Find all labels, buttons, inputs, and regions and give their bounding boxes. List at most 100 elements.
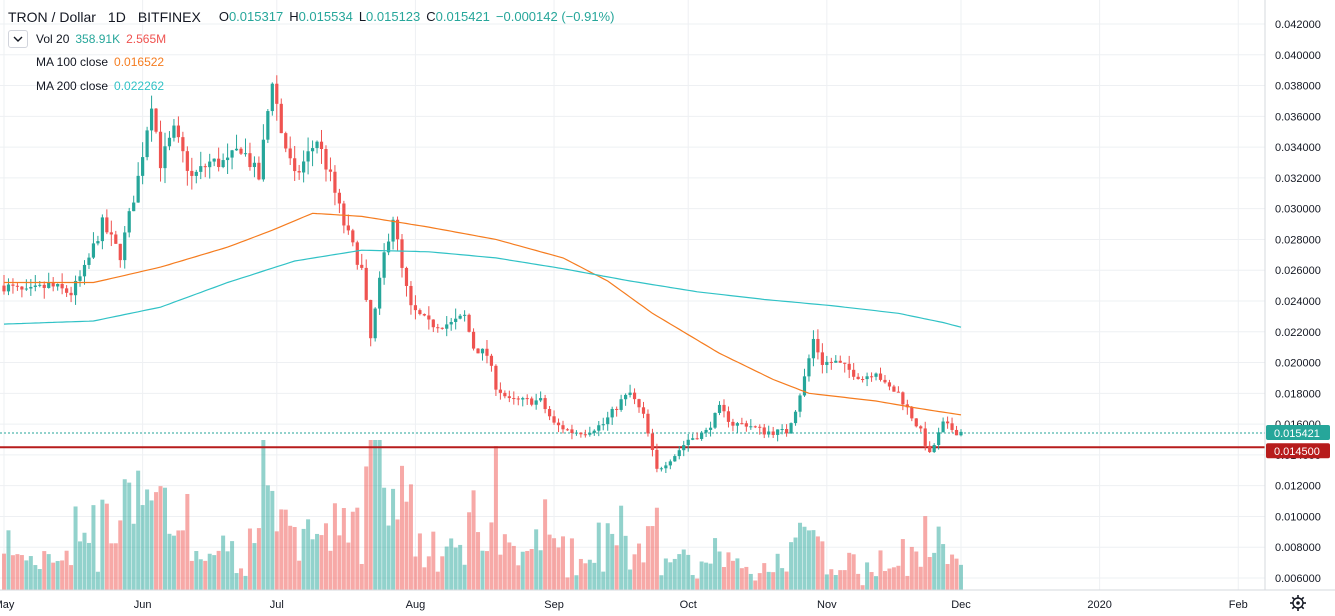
price-axis[interactable] xyxy=(1264,0,1335,590)
candle-body xyxy=(883,379,887,383)
candle-body xyxy=(60,284,64,289)
volume-bar xyxy=(113,543,118,590)
high-label: H xyxy=(289,9,299,24)
volume-bar xyxy=(28,556,33,590)
interval-label[interactable]: 1D xyxy=(107,9,126,25)
candle-body xyxy=(937,432,941,445)
candle-body xyxy=(458,315,462,319)
candle-body xyxy=(606,417,610,425)
candle-body xyxy=(735,423,740,426)
candle-body xyxy=(382,252,386,278)
candle-body xyxy=(767,431,771,435)
candle-body xyxy=(360,264,364,268)
volume-bar xyxy=(493,446,498,590)
candle-body xyxy=(673,456,677,462)
volume-bar xyxy=(46,554,51,590)
volume-bar xyxy=(574,575,579,590)
candle-body xyxy=(56,284,60,287)
candle-body xyxy=(445,324,449,329)
price-tags: 0.015421 0.014500 xyxy=(1266,425,1330,459)
candle-body xyxy=(333,171,337,193)
gear-icon[interactable] xyxy=(1290,595,1306,611)
candle-body xyxy=(413,305,418,311)
volume-bar xyxy=(42,551,47,590)
volume-bar xyxy=(391,488,396,590)
volume-bar xyxy=(100,499,105,590)
volume-bar xyxy=(932,552,937,590)
candle-body xyxy=(901,392,905,405)
volume-bar xyxy=(297,560,302,590)
open-label: O xyxy=(218,9,229,24)
candle-body xyxy=(530,398,534,405)
candle-body xyxy=(369,299,373,339)
volume-bar xyxy=(458,544,463,590)
volume-bar xyxy=(596,522,601,590)
vol-indicator[interactable]: Vol 20 358.91K 2.565M xyxy=(8,30,166,48)
volume-bar xyxy=(695,578,700,590)
volume-bar xyxy=(471,490,476,590)
volume-bar xyxy=(721,567,726,590)
volume-bar xyxy=(171,535,176,590)
chevron-down-icon[interactable] xyxy=(8,30,28,48)
candle-body xyxy=(887,382,892,387)
candle-body xyxy=(373,308,377,339)
candle-body xyxy=(780,429,784,431)
candle-body xyxy=(163,146,167,169)
ma200-indicator[interactable]: MA 200 close 0.022262 xyxy=(36,79,164,93)
candle-body xyxy=(118,243,122,261)
ma100-indicator[interactable]: MA 100 close 0.016522 xyxy=(36,55,164,69)
candle-body xyxy=(726,411,731,422)
volume-bar xyxy=(498,554,503,590)
candle-body xyxy=(208,161,212,168)
volume-bar xyxy=(467,512,472,590)
candle-body xyxy=(784,429,789,434)
volume-bar xyxy=(941,544,946,590)
volume-bar xyxy=(771,572,776,590)
volume-bar xyxy=(33,565,38,590)
candle-body xyxy=(847,363,851,370)
volume-bar xyxy=(950,554,955,590)
volume-bar xyxy=(55,561,60,590)
candle-body xyxy=(945,421,950,424)
volume-bar xyxy=(856,573,861,590)
volume-bar xyxy=(82,532,87,590)
volume-bar xyxy=(19,555,24,590)
candle-body xyxy=(176,125,181,138)
volume-bar xyxy=(444,546,449,590)
volume-bar xyxy=(668,562,673,590)
volume-bar xyxy=(538,550,543,590)
symbol-name[interactable]: TRON / Dollar xyxy=(8,9,96,25)
candle-body xyxy=(610,408,614,418)
close-value: 0.015421 xyxy=(435,9,490,24)
candle-body xyxy=(342,203,346,226)
candle-body xyxy=(843,362,847,364)
candle-body xyxy=(239,148,243,154)
candle-body xyxy=(691,438,695,440)
volume-bar xyxy=(118,520,123,590)
candle-body xyxy=(181,137,185,152)
volume-bar xyxy=(310,539,315,590)
volume-bar xyxy=(516,565,521,590)
candle-body xyxy=(190,170,194,176)
volume-bar xyxy=(440,556,445,590)
volume-bar xyxy=(739,568,744,590)
candle-body xyxy=(243,153,248,155)
volume-bar xyxy=(645,526,650,590)
candle-body xyxy=(771,431,775,435)
candle-body xyxy=(467,314,471,332)
volume-bar xyxy=(382,487,387,590)
volume-bar xyxy=(891,567,896,590)
time-axis[interactable] xyxy=(0,589,1335,616)
volume-bar xyxy=(283,509,288,590)
close-label: C xyxy=(426,9,436,24)
candle-body xyxy=(386,241,391,253)
price-tick-label: 0.040000 xyxy=(1275,50,1321,62)
volume-bar xyxy=(176,530,181,590)
volume-bar xyxy=(556,547,561,590)
volume-bar xyxy=(413,556,418,590)
candle-body xyxy=(248,153,252,168)
volume-bar xyxy=(319,535,324,590)
volume-bar xyxy=(261,440,266,590)
volume-bar xyxy=(833,575,838,590)
